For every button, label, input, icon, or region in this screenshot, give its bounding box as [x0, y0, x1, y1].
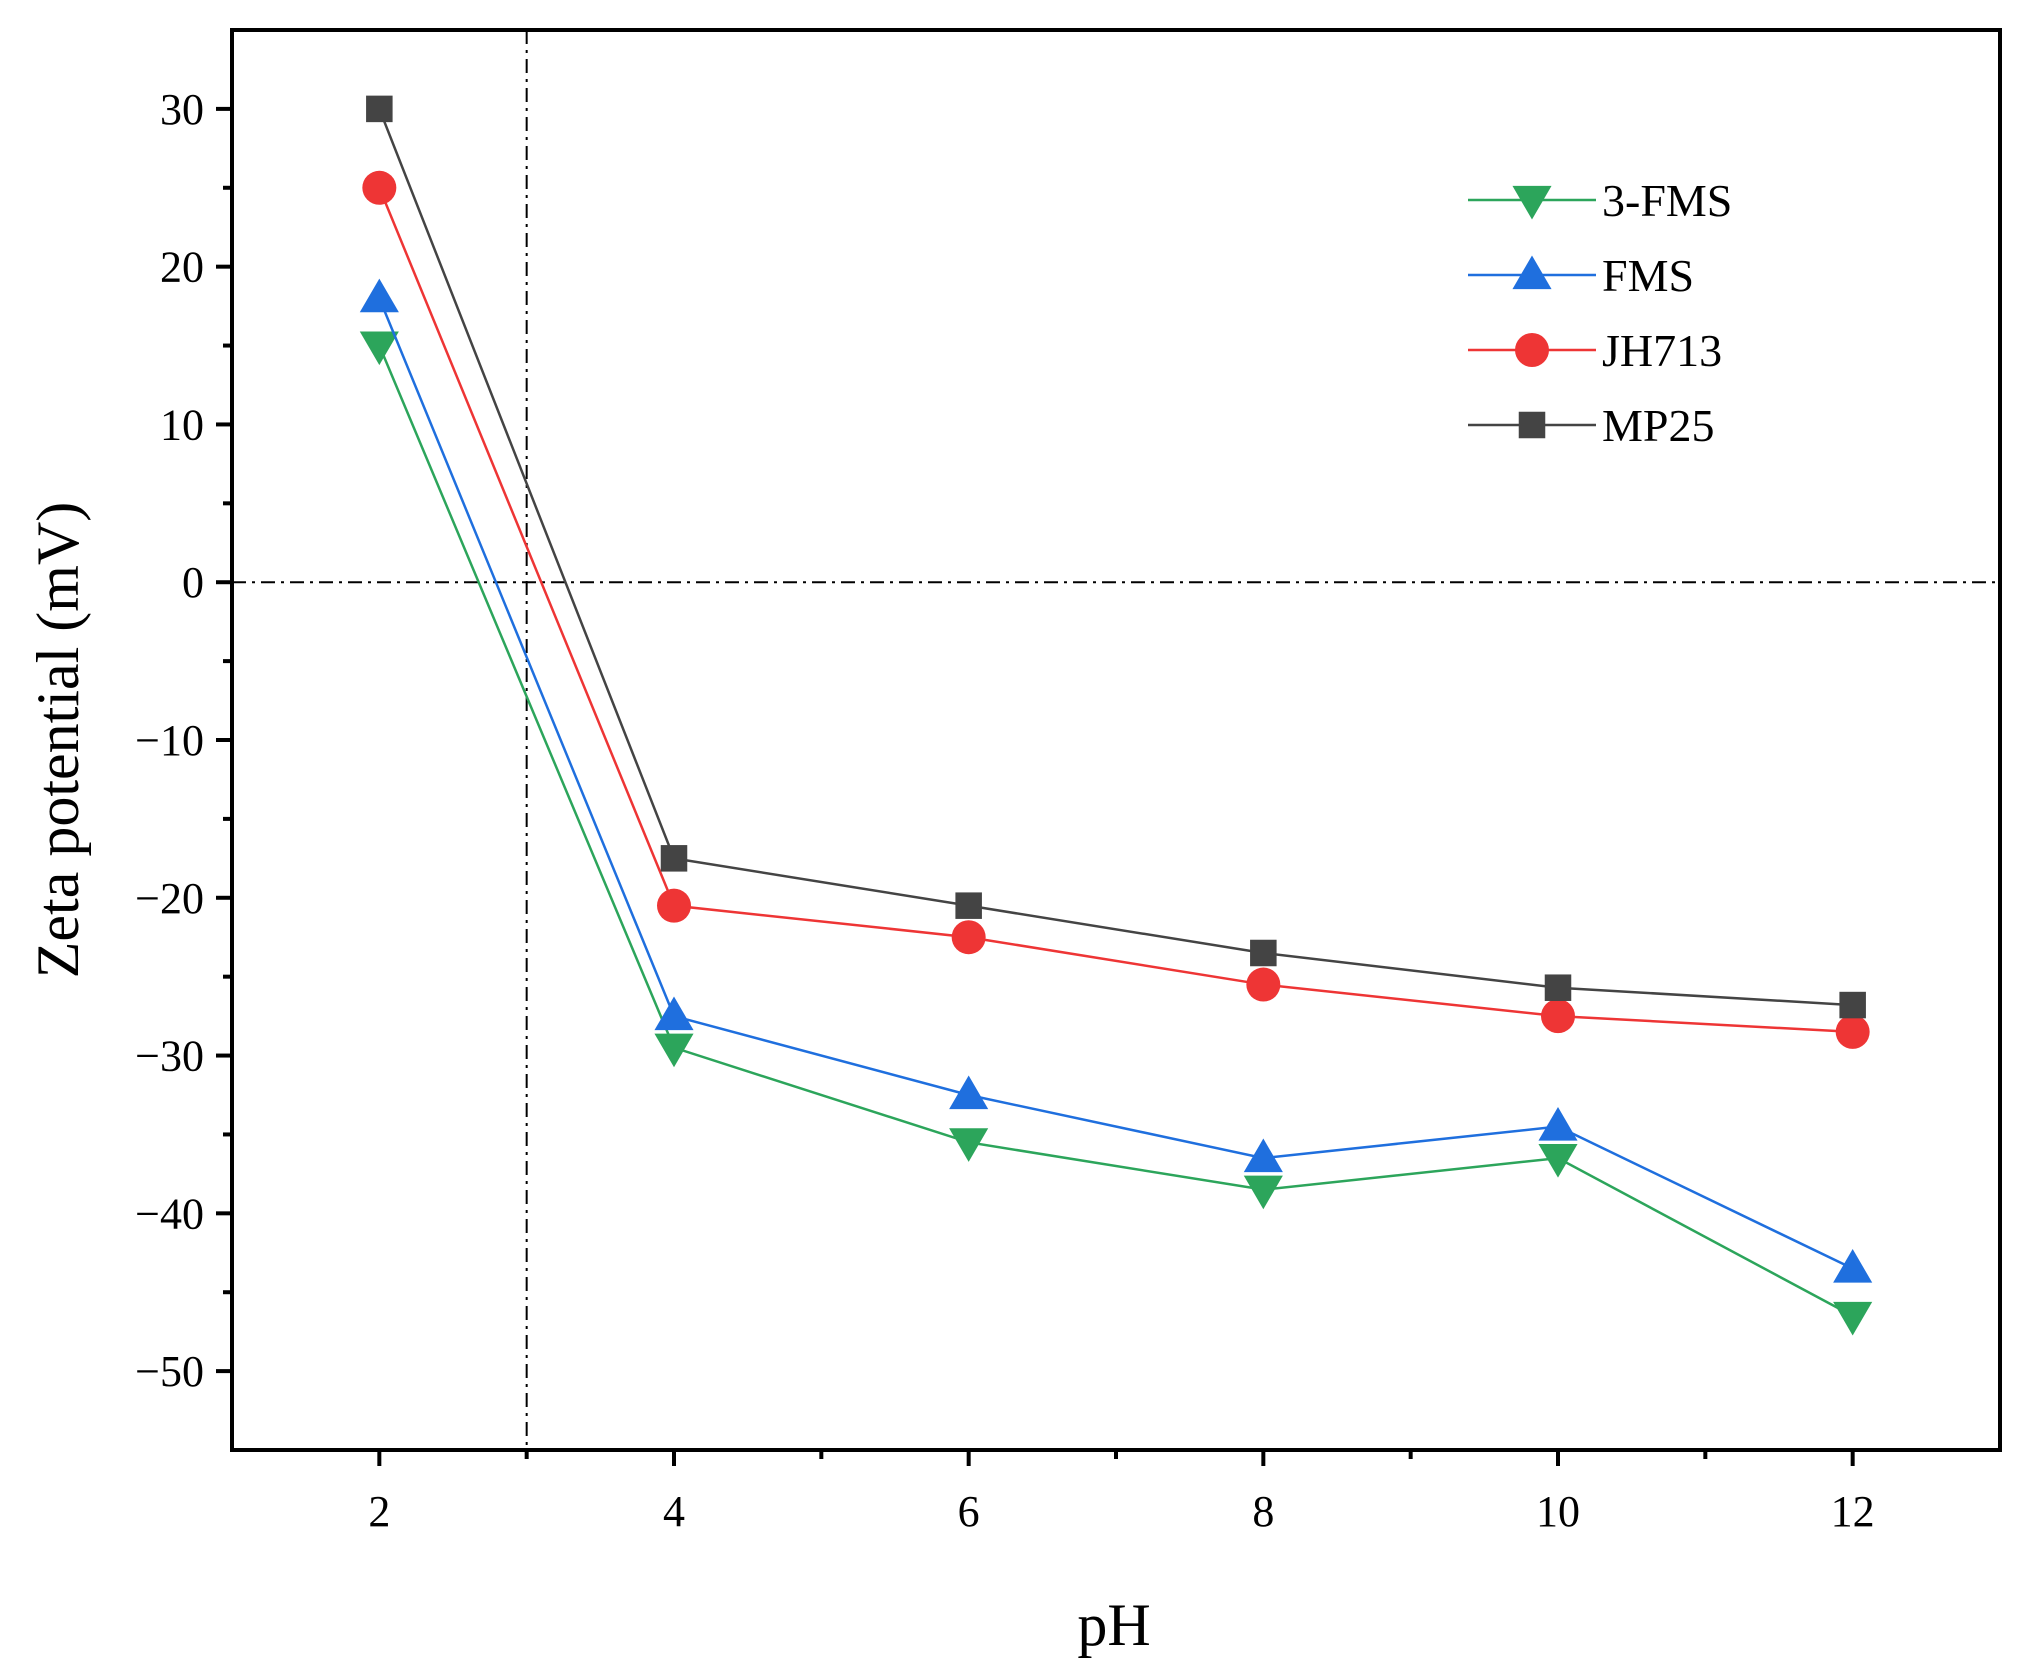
plot-area-frame — [230, 28, 2002, 1452]
legend-item-jh713: JH713 — [1468, 325, 1722, 376]
legend-marker-mp25 — [1518, 411, 1546, 439]
x-tick-label: 6 — [958, 1487, 980, 1536]
data-point-jh713 — [1541, 999, 1575, 1034]
y-tick-label: −10 — [135, 716, 204, 765]
legend-label-3-fms: 3-FMS — [1602, 175, 1732, 226]
legend: 3-FMS FMS JH713 MP25 — [1468, 175, 1732, 451]
legend-item-fms: FMS — [1468, 250, 1694, 301]
data-point-fms — [654, 996, 694, 1031]
x-tick-label: 2 — [368, 1487, 390, 1536]
y-tick-label: 0 — [182, 558, 204, 607]
y-tick-label: −40 — [135, 1189, 204, 1238]
x-axis-title: pH — [1077, 1592, 1150, 1658]
y-axis-title: Zeta potential (mV) — [25, 502, 91, 978]
series-line-3-fms — [378, 345, 1854, 1317]
data-point-mp25 — [660, 845, 688, 872]
legend-item-3-fms: 3-FMS — [1468, 175, 1732, 226]
data-point-fms — [359, 278, 399, 313]
reference-lines — [232, 30, 2000, 1450]
legend-label-jh713: JH713 — [1602, 325, 1722, 376]
data-point-fms — [949, 1075, 989, 1110]
data-point-jh713 — [362, 170, 397, 205]
data-point-jh713 — [657, 888, 691, 923]
series-jh713 — [362, 170, 1870, 1049]
data-point-3-fms — [1833, 1301, 1873, 1336]
data-point-mp25 — [1250, 939, 1277, 967]
y-tick-label: −30 — [135, 1032, 204, 1081]
legend-marker-3-fms — [1512, 185, 1552, 220]
y-tick-label: −50 — [135, 1347, 204, 1396]
data-point-3-fms — [654, 1033, 694, 1068]
x-tick-label: 12 — [1831, 1487, 1875, 1536]
legend-marker-jh713 — [1515, 333, 1549, 367]
data-point-fms — [1243, 1138, 1283, 1173]
y-tick-label: −20 — [135, 874, 204, 923]
legend-label-mp25: MP25 — [1602, 400, 1714, 451]
data-point-jh713 — [1835, 1014, 1870, 1049]
data-point-3-fms — [1538, 1144, 1578, 1178]
data-point-fms — [1538, 1107, 1578, 1141]
x-tick-label: 10 — [1536, 1487, 1580, 1536]
data-point-mp25 — [955, 892, 982, 919]
data-point-jh713 — [1246, 967, 1281, 1002]
series-line-fms — [378, 297, 1854, 1270]
data-point-jh713 — [951, 920, 986, 955]
y-tick-label: 10 — [160, 400, 204, 449]
series-line-mp25 — [378, 108, 1853, 1007]
legend-item-mp25: MP25 — [1468, 400, 1714, 451]
y-tick-label: 30 — [160, 85, 204, 134]
x-tick-label: 8 — [1252, 1487, 1274, 1536]
data-point-mp25 — [1544, 974, 1572, 1001]
legend-marker-fms — [1512, 255, 1552, 290]
data-point-mp25 — [1839, 991, 1866, 1019]
data-point-fms — [1833, 1249, 1873, 1283]
data-point-3-fms — [1243, 1175, 1283, 1210]
series-line-jh713 — [378, 187, 1853, 1034]
data-point-3-fms — [949, 1128, 989, 1162]
axis-ticks: 2 4 6 8 10 12 30 20 10 0 −10 −20 −30 −40 −50 — [135, 85, 1874, 1536]
series-layer — [359, 95, 1873, 1336]
x-tick-label: 4 — [663, 1487, 685, 1536]
series-fms — [359, 278, 1873, 1283]
legend-label-fms: FMS — [1602, 250, 1694, 301]
y-tick-label: 20 — [160, 243, 204, 292]
series-3-fms — [359, 331, 1873, 1336]
data-point-3-fms — [359, 331, 399, 366]
data-point-mp25 — [366, 95, 393, 123]
series-mp25 — [366, 95, 1866, 1019]
